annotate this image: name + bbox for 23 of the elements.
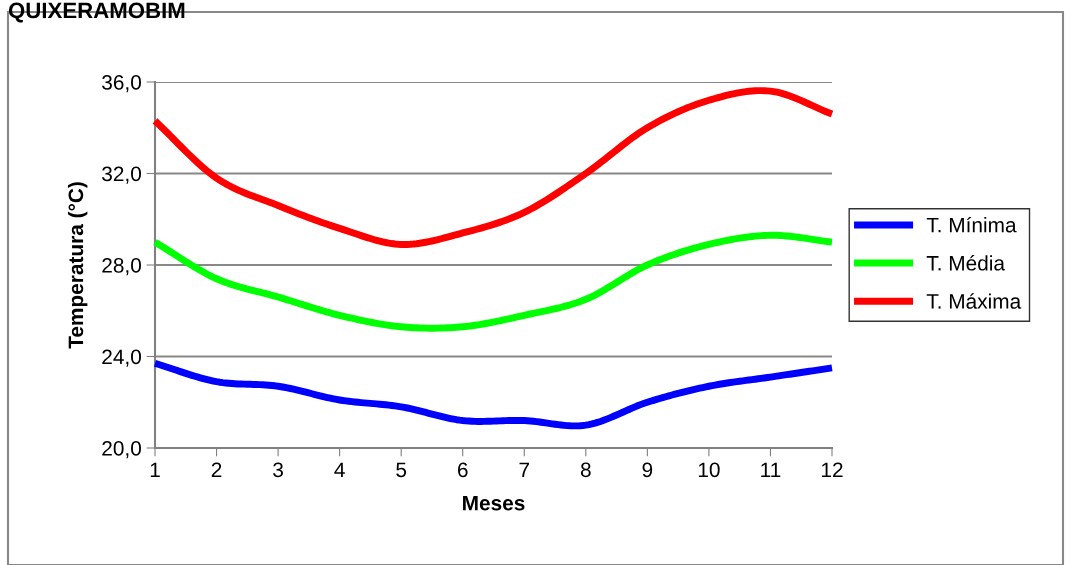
- x-axis-title: Meses: [463, 495, 525, 511]
- y-tick-label: 32,0: [102, 166, 141, 184]
- x-tick-label: 5: [396, 462, 407, 478]
- legend-label: T. Média: [926, 255, 1005, 271]
- legend-label: T. Máxima: [926, 293, 1022, 309]
- y-tick-label: 24,0: [102, 349, 141, 367]
- x-tick-label: 7: [519, 462, 530, 477]
- x-tick-label: 3: [273, 462, 283, 478]
- y-tick-label: 36,0: [102, 75, 141, 93]
- x-tick-label: 9: [642, 462, 653, 478]
- y-axis-title: Temperatura (°C): [67, 182, 88, 349]
- x-tick-label: 2: [211, 462, 222, 477]
- x-tick-label: 6: [457, 462, 468, 478]
- x-tick-label: 1: [150, 462, 160, 477]
- x-tick-label: 12: [822, 462, 843, 477]
- y-tick-label: 20,0: [102, 441, 141, 459]
- x-tick-label: 8: [580, 462, 591, 478]
- y-tick-label: 28,0: [102, 258, 141, 276]
- x-tick-label: 11: [761, 462, 781, 477]
- x-tick-label: 4: [334, 462, 345, 477]
- legend-label: T. Mínima: [926, 216, 1017, 233]
- x-tick-label: 10: [698, 462, 720, 478]
- chart-title: QUIXERAMOBIM: [8, 2, 185, 23]
